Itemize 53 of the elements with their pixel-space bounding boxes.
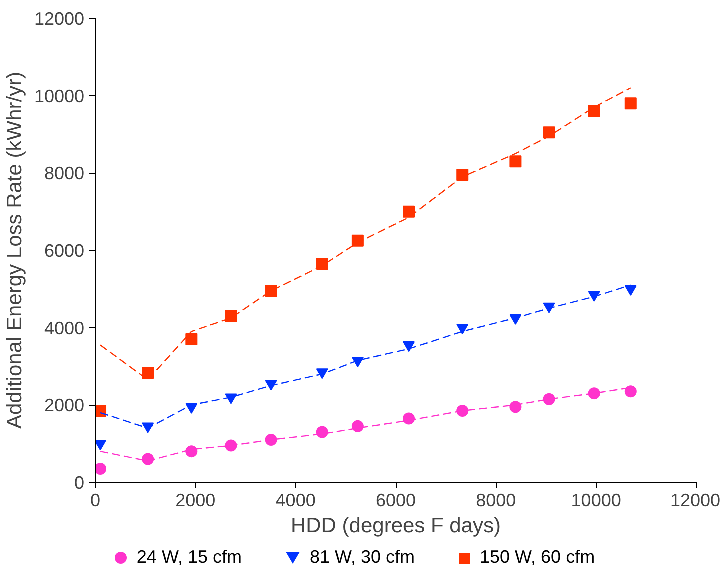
point — [96, 462, 107, 475]
point — [225, 310, 238, 322]
point — [588, 105, 600, 118]
x-tick-label: 6000 — [376, 490, 416, 510]
legend-label: 24 W, 15 cfm — [136, 547, 242, 567]
point — [316, 368, 328, 380]
point — [543, 393, 556, 406]
x-tick-label: 0 — [90, 490, 101, 510]
point — [588, 388, 600, 400]
point — [352, 357, 364, 368]
point — [510, 156, 522, 168]
point — [96, 404, 107, 417]
y-tick-label: 12000 — [34, 9, 85, 29]
point — [624, 386, 637, 398]
point — [352, 420, 364, 432]
point — [142, 367, 154, 380]
y-tick-label: 2000 — [44, 396, 85, 416]
point — [316, 258, 328, 270]
point — [543, 126, 556, 139]
x-tick-label: 4000 — [276, 490, 316, 510]
point — [96, 440, 107, 451]
y-tick-label: 4000 — [44, 318, 85, 338]
point — [624, 285, 637, 296]
point — [225, 440, 238, 452]
point — [456, 404, 469, 417]
point — [456, 324, 469, 335]
legend-label: 150 W, 60 cfm — [479, 547, 596, 567]
x-axis-title: HDD (degrees F days) — [290, 514, 502, 538]
point — [265, 285, 278, 298]
x-tick-label: 12000 — [670, 490, 720, 510]
point — [142, 453, 154, 466]
legend-label: 81 W, 30 cfm — [308, 547, 416, 567]
point — [624, 98, 637, 110]
point — [403, 342, 416, 352]
point — [352, 234, 364, 247]
point — [186, 333, 198, 346]
line-series — [100, 88, 632, 381]
point — [186, 446, 198, 458]
point — [510, 401, 522, 414]
y-tick-label: 0 — [74, 473, 85, 493]
x-tick-label: 8000 — [476, 490, 516, 510]
x-tick-label: 10000 — [571, 490, 622, 510]
point — [403, 206, 416, 218]
x-tick-label: 2000 — [176, 490, 216, 510]
y-tick-label: 8000 — [44, 164, 85, 184]
point — [316, 426, 328, 438]
point — [403, 412, 416, 425]
y-axis-title: Additional Energy Loss Rate (kWhr/yr) — [3, 72, 26, 430]
y-tick-label: 6000 — [44, 241, 85, 261]
point — [456, 169, 469, 182]
y-tick-label: 10000 — [34, 86, 85, 106]
point — [265, 380, 278, 391]
point — [265, 434, 278, 446]
